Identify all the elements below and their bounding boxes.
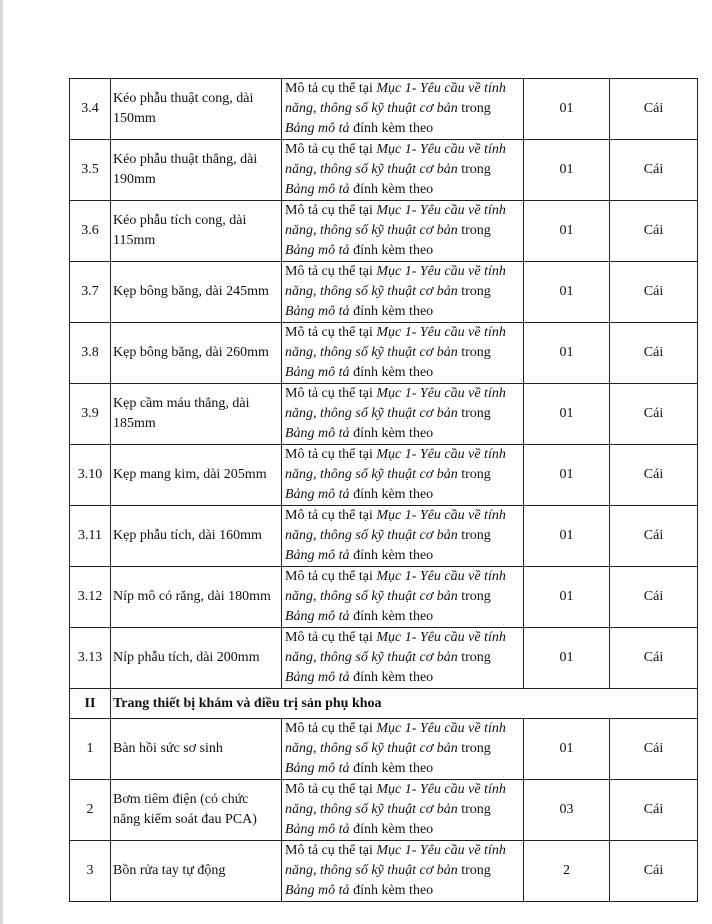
table-row: 3.12 Níp mô có răng, dài 180mm Mô tả cụ … [69,566,698,628]
item-quantity: 03 [523,779,610,841]
item-name: Kéo phẫu thuật cong, dài 150mm [110,78,282,140]
item-description: Mô tả cụ thể tại Mục 1- Yêu cầu về tính … [281,566,524,628]
item-description: Mô tả cụ thể tại Mục 1- Yêu cầu về tính … [281,444,524,506]
item-description: Mô tả cụ thể tại Mục 1- Yêu cầu về tính … [281,779,524,841]
item-description: Mô tả cụ thể tại Mục 1- Yêu cầu về tính … [281,322,524,384]
item-name: Kẹp bông băng, dài 260mm [110,322,282,384]
table-row: 3.11 Kẹp phẫu tích, dài 160mm Mô tả cụ t… [69,505,698,567]
item-number: 3.4 [69,78,111,140]
item-name: Bàn hồi sức sơ sinh [110,718,282,780]
item-quantity: 01 [523,139,610,201]
item-unit: Cái [609,566,698,628]
item-name: Níp phẫu tích, dài 200mm [110,627,282,689]
item-quantity: 01 [523,322,610,384]
item-quantity: 01 [523,261,610,323]
item-description: Mô tả cụ thể tại Mục 1- Yêu cầu về tính … [281,383,524,445]
section-row: II Trang thiết bị khám và điều trị sản p… [69,688,698,719]
item-unit: Cái [609,444,698,506]
item-number: 3.9 [69,383,111,445]
table-row: 2 Bơm tiêm điện (có chức năng kiểm soát … [69,779,698,841]
item-number: 1 [69,718,111,780]
item-number: 3.5 [69,139,111,201]
item-name: Bơm tiêm điện (có chức năng kiểm soát đa… [110,779,282,841]
section-title: Trang thiết bị khám và điều trị sản phụ … [110,688,698,719]
item-quantity: 01 [523,718,610,780]
item-name: Kẹp mang kim, dài 205mm [110,444,282,506]
table-row: 3.7 Kẹp bông băng, dài 245mm Mô tả cụ th… [69,261,698,323]
item-number: 2 [69,779,111,841]
item-description: Mô tả cụ thể tại Mục 1- Yêu cầu về tính … [281,261,524,323]
item-quantity: 01 [523,444,610,506]
item-description: Mô tả cụ thể tại Mục 1- Yêu cầu về tính … [281,627,524,689]
item-name: Níp mô có răng, dài 180mm [110,566,282,628]
item-number: 3.7 [69,261,111,323]
item-unit: Cái [609,383,698,445]
item-description: Mô tả cụ thể tại Mục 1- Yêu cầu về tính … [281,840,524,902]
item-quantity: 2 [523,840,610,902]
page-edge [0,0,3,924]
table-row: 1 Bàn hồi sức sơ sinh Mô tả cụ thể tại M… [69,718,698,780]
item-unit: Cái [609,78,698,140]
item-description: Mô tả cụ thể tại Mục 1- Yêu cầu về tính … [281,139,524,201]
item-name: Kẹp cầm máu thẳng, dài 185mm [110,383,282,445]
item-unit: Cái [609,139,698,201]
table-row: 3.9 Kẹp cầm máu thẳng, dài 185mm Mô tả c… [69,383,698,445]
table-row: 3.13 Níp phẫu tích, dài 200mm Mô tả cụ t… [69,627,698,689]
table-row: 3.8 Kẹp bông băng, dài 260mm Mô tả cụ th… [69,322,698,384]
item-number: 3.13 [69,627,111,689]
item-unit: Cái [609,627,698,689]
item-unit: Cái [609,505,698,567]
item-number: 3.10 [69,444,111,506]
item-unit: Cái [609,322,698,384]
item-number: 3 [69,840,111,902]
item-number: 3.12 [69,566,111,628]
item-description: Mô tả cụ thể tại Mục 1- Yêu cầu về tính … [281,78,524,140]
table-row: 3 Bồn rửa tay tự động Mô tả cụ thể tại M… [69,840,698,902]
item-number: 3.6 [69,200,111,262]
item-quantity: 01 [523,78,610,140]
item-description: Mô tả cụ thể tại Mục 1- Yêu cầu về tính … [281,505,524,567]
table-row: 3.4 Kéo phẫu thuật cong, dài 150mm Mô tả… [69,78,698,140]
item-description: Mô tả cụ thể tại Mục 1- Yêu cầu về tính … [281,718,524,780]
item-quantity: 01 [523,505,610,567]
item-name: Kéo phẫu tích cong, dài 115mm [110,200,282,262]
table-row: 3.5 Kéo phẫu thuật thẳng, dài 190mm Mô t… [69,139,698,201]
item-unit: Cái [609,718,698,780]
equipment-table: 3.4 Kéo phẫu thuật cong, dài 150mm Mô tả… [69,78,698,902]
item-unit: Cái [609,261,698,323]
item-quantity: 01 [523,383,610,445]
item-name: Kéo phẫu thuật thẳng, dài 190mm [110,139,282,201]
item-unit: Cái [609,200,698,262]
table-row: 3.6 Kéo phẫu tích cong, dài 115mm Mô tả … [69,200,698,262]
item-unit: Cái [609,840,698,902]
item-name: Kẹp phẫu tích, dài 160mm [110,505,282,567]
item-description: Mô tả cụ thể tại Mục 1- Yêu cầu về tính … [281,200,524,262]
item-quantity: 01 [523,627,610,689]
item-number: 3.8 [69,322,111,384]
item-name: Bồn rửa tay tự động [110,840,282,902]
item-quantity: 01 [523,200,610,262]
item-unit: Cái [609,779,698,841]
section-number: II [69,688,111,719]
item-number: 3.11 [69,505,111,567]
table-row: 3.10 Kẹp mang kim, dài 205mm Mô tả cụ th… [69,444,698,506]
item-quantity: 01 [523,566,610,628]
item-name: Kẹp bông băng, dài 245mm [110,261,282,323]
